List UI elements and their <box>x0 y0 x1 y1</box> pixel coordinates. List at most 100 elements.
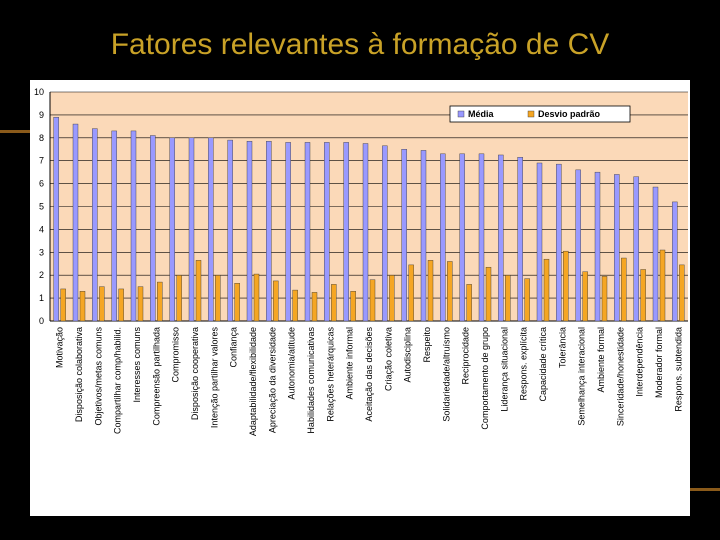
bar-media <box>53 116 59 322</box>
category-label: Criação coletiva <box>383 327 393 391</box>
category-label: Moderador formal <box>654 327 664 398</box>
bar-desvio-padrao <box>389 274 395 322</box>
bar-desvio-padrao <box>195 260 202 322</box>
category-label: Solidariedade/altruísmo <box>441 327 451 422</box>
y-tick-label: 4 <box>39 224 44 234</box>
bar-desvio-padrao <box>60 288 66 322</box>
category-label: Liderança situacional <box>499 327 509 412</box>
category-label: Sinceridade/honestidade <box>615 327 625 426</box>
bar-desvio-padrao <box>408 264 414 322</box>
bar-media <box>188 137 195 322</box>
category-label: Comportamento de grupo <box>480 327 490 430</box>
category-label: Adaptabilidade/flexibilidade <box>248 327 258 436</box>
category-label: Ambiente formal <box>596 327 606 393</box>
bar-media <box>517 157 523 322</box>
y-tick-label: 8 <box>39 133 44 143</box>
bar-desvio-padrao <box>99 286 105 322</box>
category-label: Ambiente informal <box>345 327 355 400</box>
category-label: Relações heterárquicas <box>325 327 335 422</box>
left-decoration <box>0 130 30 133</box>
bar-media <box>459 153 465 322</box>
bar-media <box>633 176 639 322</box>
category-label: Respons. explícita <box>519 327 529 401</box>
category-label: Respeito <box>422 327 432 363</box>
bar-media <box>227 139 233 322</box>
legend-swatch <box>457 110 465 118</box>
bar-desvio-padrao <box>253 273 260 322</box>
bar-media <box>440 153 446 322</box>
legend-label: Média <box>468 109 495 119</box>
category-label: Apreciação da diversidade <box>267 327 277 433</box>
chart-panel: 0 1 2 3 4 5 6 7 8 9 10 Motivação Disposição colabora… <box>30 80 690 516</box>
bar-desvio-padrao <box>176 274 182 322</box>
bar-media <box>169 137 175 322</box>
legend-swatch <box>527 110 535 118</box>
category-label: Objetivos/metas comuns <box>93 327 103 426</box>
category-label: Intenção partilhar valores <box>209 327 219 429</box>
y-tick-label: 10 <box>34 87 44 97</box>
category-label: Capacidade crítica <box>538 327 548 402</box>
bar-desvio-padrao <box>679 264 685 322</box>
bar-desvio-padrao <box>485 266 492 322</box>
right-decoration <box>690 488 720 491</box>
bar-media <box>382 145 388 322</box>
bar-desvio-padrao <box>79 291 86 322</box>
bar-desvio-padrao <box>621 257 627 322</box>
bar-desvio-padrao <box>427 260 434 322</box>
category-label: Tolerância <box>557 327 567 368</box>
category-label: Respons. subtendida <box>673 327 683 412</box>
bar-media <box>420 150 427 322</box>
bar-media <box>498 154 504 322</box>
bar-media <box>266 141 272 322</box>
category-label: Disposição colaborativa <box>74 327 84 422</box>
bar-media <box>150 135 156 322</box>
bar-media <box>362 143 369 322</box>
y-tick-label: 0 <box>39 316 44 326</box>
y-tick-label: 9 <box>39 110 44 120</box>
category-label: Compartilhar comp/habilid. <box>113 327 123 434</box>
bar-media <box>652 186 659 322</box>
bar-media <box>672 201 678 322</box>
bar-media <box>575 169 581 322</box>
bar-desvio-padrao <box>582 271 588 322</box>
bar-desvio-padrao <box>273 280 279 322</box>
category-label: Compreensão partilhada <box>151 327 161 426</box>
y-tick-label: 7 <box>39 156 44 166</box>
bar-media <box>92 128 98 322</box>
legend-box <box>449 105 631 123</box>
bar-media <box>285 142 291 322</box>
y-tick-label: 5 <box>39 202 44 212</box>
category-label: Semelhança interacional <box>577 327 587 426</box>
bar-media <box>111 130 117 322</box>
y-tick-label: 3 <box>39 247 44 257</box>
bar-media <box>246 141 253 322</box>
bar-media <box>536 162 543 322</box>
category-label: Motivação <box>55 327 65 368</box>
bar-media <box>130 130 137 322</box>
bar-media <box>614 174 620 322</box>
bar-media <box>324 142 330 322</box>
bar-desvio-padrao <box>331 284 337 322</box>
category-label: Confiança <box>229 327 239 368</box>
bar-media <box>343 142 349 322</box>
bar-desvio-padrao <box>157 281 163 322</box>
bar-desvio-padrao <box>234 283 240 322</box>
bar-desvio-padrao <box>524 278 530 322</box>
bar-desvio-padrao <box>466 284 472 322</box>
category-label: Reciprocidade <box>461 327 471 385</box>
bar-desvio-padrao <box>505 274 511 322</box>
bar-desvio-padrao <box>215 274 221 322</box>
bar-desvio-padrao <box>369 279 376 322</box>
legend-label: Desvio padrão <box>538 109 601 119</box>
bar-desvio-padrao <box>563 250 569 322</box>
category-label: Autonomia/atitude <box>287 327 297 400</box>
bar-desvio-padrao <box>350 291 356 322</box>
y-tick-label: 6 <box>39 179 44 189</box>
bar-media <box>556 163 562 322</box>
bar-desvio-padrao <box>292 289 298 322</box>
bar-desvio-padrao <box>137 286 144 322</box>
legend: Média Desvio padrão <box>449 105 631 123</box>
bar-media <box>72 123 79 322</box>
bar-desvio-padrao <box>659 249 666 322</box>
category-label: Interdependência <box>635 327 645 397</box>
